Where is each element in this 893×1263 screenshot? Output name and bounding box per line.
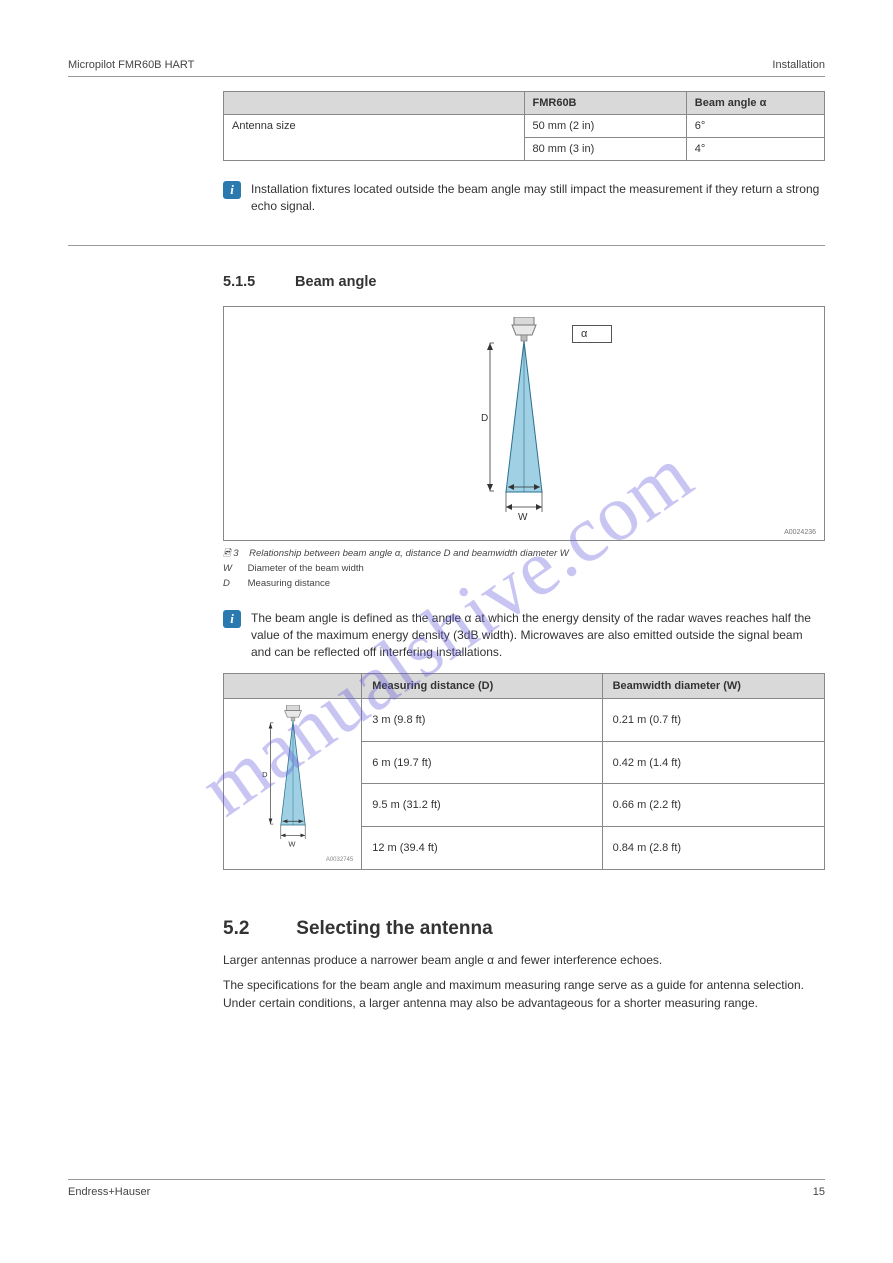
d-2: 9.5 m (31.2 ft)	[362, 784, 602, 827]
small-fig-ref: A0032745	[230, 857, 353, 863]
info-icon: i	[223, 610, 241, 628]
section-5-1-5-title: Beam angle	[295, 274, 376, 290]
cell-4deg: 4°	[686, 138, 824, 161]
col-angle: Beam angle α	[686, 92, 824, 115]
caption-text: Relationship between beam angle α, dista…	[249, 548, 569, 559]
legend-w: W Diameter of the beam width	[223, 562, 825, 575]
section-5-2-p1: Larger antennas produce a narrower beam …	[223, 952, 825, 969]
section-5-1-5-heading: 5.1.5 Beam angle	[223, 256, 825, 296]
svg-text:D: D	[481, 413, 488, 424]
svg-text:W: W	[518, 512, 528, 523]
page-header: Micropilot FMR60B HART Installation	[68, 55, 825, 77]
section-5-1-5-num: 5.1.5	[223, 274, 291, 290]
antenna-size-table: FMR60B Beam angle α Antenna size 50 mm (…	[223, 91, 825, 161]
w-1: 0.42 m (1.4 ft)	[602, 741, 824, 784]
info-text-1: Installation fixtures located outside th…	[251, 181, 825, 215]
svg-text:D: D	[262, 770, 268, 779]
footer-left: Endress+Hauser	[68, 1186, 150, 1198]
fig-ref: A0024236	[784, 529, 816, 536]
beam-svg-small: D W	[248, 705, 338, 855]
col-fmr: FMR60B	[524, 92, 686, 115]
page-footer: Endress+Hauser 15	[68, 1179, 825, 1198]
w-3: 0.84 m (2.8 ft)	[602, 827, 824, 870]
beam-col0	[224, 673, 362, 698]
caption-num: 🖻 3	[223, 548, 239, 559]
beam-fig-cell: D W A0032745	[224, 698, 362, 869]
footer-right: 15	[813, 1186, 825, 1198]
beam-svg: D W	[454, 317, 594, 527]
svg-text:W: W	[288, 839, 296, 848]
beam-figure: D W α A0024236	[223, 306, 825, 541]
beam-col-d: Measuring distance (D)	[362, 673, 602, 698]
alpha-symbol: α	[581, 328, 587, 340]
col-blank	[224, 92, 525, 115]
header-left: Micropilot FMR60B HART	[68, 59, 194, 71]
info-note-2: i The beam angle is defined as the angle…	[223, 610, 825, 660]
legend-d: D Measuring distance	[223, 577, 825, 590]
cell-50mm: 50 mm (2 in)	[524, 115, 686, 138]
d-3: 12 m (39.4 ft)	[362, 827, 602, 870]
cell-80mm: 80 mm (3 in)	[524, 138, 686, 161]
figure-caption: 🖻 3 Relationship between beam angle α, d…	[223, 547, 825, 591]
section-5-2-title: Selecting the antenna	[296, 918, 492, 939]
alpha-box: α	[572, 325, 612, 343]
cell-antenna-size: Antenna size	[224, 115, 525, 161]
d-0: 3 m (9.8 ft)	[362, 698, 602, 741]
d-1: 6 m (19.7 ft)	[362, 741, 602, 784]
beam-col-w: Beamwidth diameter (W)	[602, 673, 824, 698]
section-5-2-p2: The specifications for the beam angle an…	[223, 977, 825, 1012]
cell-6deg: 6°	[686, 115, 824, 138]
w-2: 0.66 m (2.2 ft)	[602, 784, 824, 827]
info-note-1: i Installation fixtures located outside …	[223, 181, 825, 215]
section-5-2-num: 5.2	[223, 918, 291, 940]
w-0: 0.21 m (0.7 ft)	[602, 698, 824, 741]
beamwidth-table: Measuring distance (D) Beamwidth diamete…	[223, 673, 825, 870]
section-5-2-heading: 5.2 Selecting the antenna	[223, 904, 825, 944]
info-text-2: The beam angle is defined as the angle α…	[251, 610, 825, 660]
info-icon: i	[223, 181, 241, 199]
header-right: Installation	[772, 59, 825, 71]
